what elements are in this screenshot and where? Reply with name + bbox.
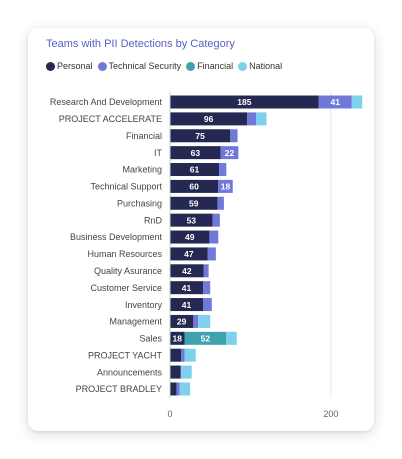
- legend-label-national: National: [249, 61, 283, 71]
- bar-segment-technical-security: [202, 298, 212, 312]
- bar-segment-technical-security: [212, 213, 220, 227]
- bar-segment-national: [179, 382, 191, 396]
- category-label: PROJECT YACHT: [88, 350, 163, 360]
- chart-title: Teams with PII Detections by Category: [46, 38, 235, 50]
- bar-segment-personal: [170, 129, 231, 143]
- bar-segment-personal: [170, 247, 208, 261]
- data-label: 52: [201, 334, 211, 344]
- legend-swatch-financial: [186, 61, 196, 71]
- data-label: 59: [189, 198, 199, 208]
- bar-segment-technical-security: [202, 281, 211, 295]
- category-label: RnD: [144, 215, 163, 225]
- category-label: Inventory: [125, 300, 163, 310]
- bar-segment-personal: [170, 95, 319, 109]
- data-label: 29: [177, 317, 187, 327]
- category-label: Marketing: [122, 165, 162, 175]
- bar-segment-technical-security: [218, 179, 233, 193]
- data-label: 18: [221, 182, 231, 192]
- data-label: 53: [187, 215, 197, 225]
- bar-segment-personal: [170, 146, 221, 160]
- data-label: 22: [225, 148, 235, 158]
- category-label: Purchasing: [117, 198, 162, 208]
- data-label: 185: [237, 97, 251, 107]
- legend-label-personal: Personal: [57, 61, 93, 71]
- bar-segment-technical-security: [207, 247, 216, 261]
- category-label: PROJECT BRADLEY: [76, 384, 162, 394]
- bar-segment-personal: [170, 382, 177, 396]
- bar-segment-technical-security: [203, 264, 209, 278]
- category-label: Announcements: [97, 367, 163, 377]
- category-label: IT: [154, 148, 163, 158]
- bar-segment-national: [351, 95, 363, 109]
- bar-segment-personal: [170, 281, 203, 295]
- legend-label-financial: Financial: [197, 61, 234, 71]
- bar-segment-national: [226, 331, 237, 345]
- bar-segment-personal: [170, 314, 194, 328]
- category-label: Customer Service: [90, 283, 162, 293]
- bar-segment-technical-security: [209, 230, 219, 244]
- category-label: Technical Support: [90, 182, 162, 192]
- x-tick-label: 0: [167, 409, 172, 419]
- category-label: Sales: [139, 334, 162, 344]
- bar-segment-personal: [170, 213, 213, 227]
- bar-segment-technical-security: [230, 129, 238, 143]
- legend-swatch-national: [238, 61, 248, 71]
- category-label: Business Development: [70, 232, 163, 242]
- bar-segment-national: [184, 348, 196, 362]
- bar-segment-technical-security: [217, 196, 224, 210]
- bar-segment-technical-security: [318, 95, 352, 109]
- data-label: 60: [189, 182, 199, 192]
- bar-segment-financial: [184, 331, 227, 345]
- bar-segment-personal: [170, 163, 220, 177]
- bar-segment-national: [181, 365, 192, 379]
- bar-segment-technical-security: [181, 348, 185, 362]
- data-label: 41: [182, 283, 192, 293]
- bar-segment-technical-security: [219, 163, 227, 177]
- bar-segment-national: [256, 112, 267, 126]
- bar-segment-technical-security: [193, 314, 199, 328]
- category-label: PROJECT ACCELERATE: [59, 114, 162, 124]
- data-label: 63: [191, 148, 201, 158]
- data-label: 18: [173, 334, 183, 344]
- data-label: 41: [331, 97, 341, 107]
- legend-label-technical-security: Technical Security: [108, 61, 182, 71]
- legend-item-personal[interactable]: Personal: [46, 61, 93, 71]
- bar-segment-personal: [170, 348, 182, 362]
- data-label: 49: [185, 232, 195, 242]
- bar-segment-personal: [170, 264, 204, 278]
- legend-swatch-personal: [46, 61, 55, 71]
- bar-segment-personal: [170, 196, 218, 210]
- chart-card: [28, 28, 374, 431]
- data-label: 96: [204, 114, 214, 124]
- legend-swatch-technical-security: [97, 61, 107, 71]
- bar-segment-personal: [170, 331, 185, 345]
- data-label: 41: [182, 300, 192, 310]
- data-label: 75: [195, 131, 205, 141]
- bar-segment-technical-security: [220, 146, 239, 160]
- data-label: 47: [184, 249, 194, 259]
- legend-item-technical-security[interactable]: Technical Security: [97, 61, 182, 71]
- x-tick-label: 200: [323, 409, 338, 419]
- bar-segment-personal: [170, 365, 181, 379]
- legend: Personal Technical Security Financial Na…: [46, 61, 287, 71]
- bar-segment-personal: [170, 230, 210, 244]
- bar-segment-personal: [170, 179, 219, 193]
- category-label: Management: [109, 317, 162, 327]
- bar-segment-personal: [170, 298, 203, 312]
- data-label: 42: [182, 266, 192, 276]
- category-label: Financial: [126, 131, 162, 141]
- legend-item-financial[interactable]: Financial: [186, 61, 233, 71]
- data-label: 61: [190, 165, 200, 175]
- legend-item-national[interactable]: National: [238, 61, 282, 71]
- bar-segment-technical-security: [180, 365, 182, 379]
- bar-segment-national: [198, 314, 211, 328]
- category-label: Quality Asurance: [94, 266, 162, 276]
- bar-segment-technical-security: [176, 382, 180, 396]
- bar-segment-personal: [170, 112, 248, 126]
- category-label: Research And Development: [50, 97, 163, 107]
- category-label: Human Resources: [87, 249, 162, 259]
- bar-segment-technical-security: [247, 112, 257, 126]
